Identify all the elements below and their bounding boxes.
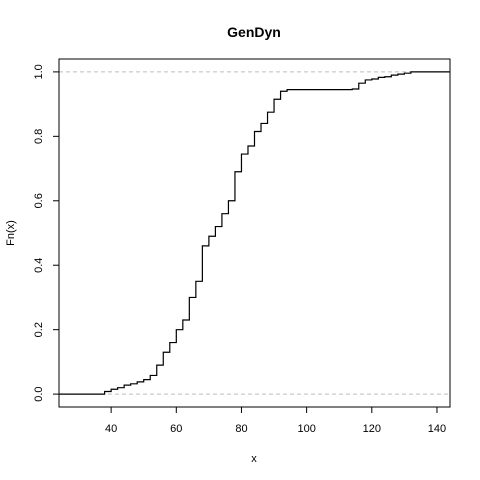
x-axis-label: x [251, 453, 257, 465]
reference-lines [59, 72, 450, 394]
y-tick-label: 0.2 [33, 322, 45, 337]
x-axis: 40 60 80 100 120 140 [105, 407, 446, 435]
chart-title: GenDyn [227, 24, 281, 40]
x-tick-label: 40 [105, 423, 117, 435]
x-tick-label: 100 [297, 423, 315, 435]
y-tick-label: 0.0 [33, 386, 45, 401]
y-axis-label: Fn(x) [5, 220, 17, 246]
y-axis: 0.0 0.2 0.4 0.6 0.8 1.0 [33, 64, 59, 402]
y-tick-label: 0.8 [33, 129, 45, 144]
plot-frame [59, 59, 450, 407]
x-tick-label: 60 [170, 423, 182, 435]
y-tick-label: 0.4 [33, 258, 45, 273]
y-tick-label: 1.0 [33, 64, 45, 79]
y-tick-label: 0.6 [33, 193, 45, 208]
x-tick-label: 140 [428, 423, 446, 435]
x-tick-label: 120 [363, 423, 381, 435]
x-tick-label: 80 [235, 423, 247, 435]
ecdf-series-line [59, 72, 450, 394]
